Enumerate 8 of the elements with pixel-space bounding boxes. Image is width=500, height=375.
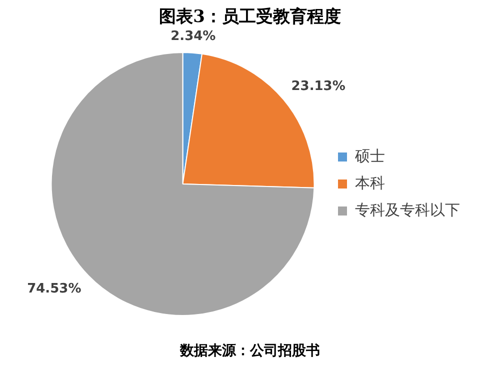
legend-label: 专科及专科以下 xyxy=(355,200,460,219)
legend-label: 硕士 xyxy=(354,146,385,165)
data-label: 74.53% xyxy=(27,281,82,296)
chart-title: 图表3：员工受教育程度 xyxy=(158,6,342,29)
source-note: 数据来源：公司招股书 xyxy=(178,342,321,360)
data-label: 2.34% xyxy=(170,28,216,44)
data-label: 23.13% xyxy=(291,79,346,94)
legend-label: 本科 xyxy=(355,174,385,192)
